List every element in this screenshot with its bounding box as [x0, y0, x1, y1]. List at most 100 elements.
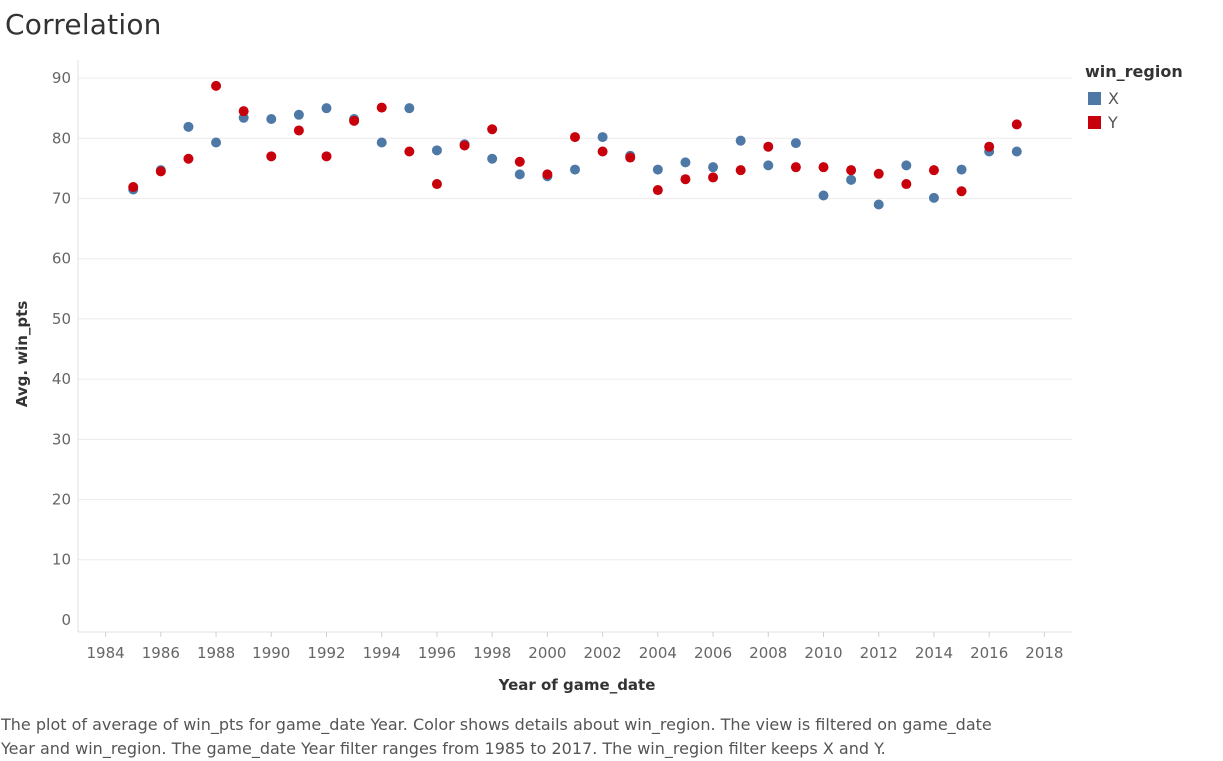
- data-point-x-1990: [266, 114, 277, 125]
- data-point-y-2017: [1011, 119, 1022, 130]
- legend-swatch-x: [1088, 91, 1101, 105]
- data-point-y-2005: [680, 174, 691, 185]
- legend-swatch-y: [1088, 115, 1101, 129]
- y-tick-label: 20: [52, 491, 71, 509]
- x-tick-label: 1992: [307, 644, 345, 662]
- data-point-x-2008: [763, 160, 774, 171]
- data-point-x-1995: [404, 103, 415, 114]
- legend: win_region X Y: [1085, 62, 1183, 134]
- x-tick-label: 2002: [584, 644, 622, 662]
- data-point-y-1989: [238, 106, 249, 117]
- chart-title: Correlation: [5, 8, 162, 41]
- y-tick-label: 60: [52, 250, 71, 268]
- data-point-y-2012: [873, 168, 884, 179]
- data-point-y-2001: [570, 132, 580, 143]
- data-point-x-1988: [211, 137, 222, 148]
- data-point-x-2006: [708, 162, 719, 173]
- x-tick-label: 1988: [197, 644, 235, 662]
- data-point-x-1996: [431, 145, 442, 156]
- data-point-x-1987: [183, 121, 194, 132]
- legend-item-x[interactable]: X: [1085, 86, 1183, 110]
- data-point-y-1986: [155, 166, 166, 177]
- data-point-y-1988: [211, 80, 222, 91]
- legend-title: win_region: [1085, 62, 1183, 81]
- data-point-x-1991: [293, 109, 304, 120]
- legend-item-y[interactable]: Y: [1085, 110, 1183, 134]
- data-point-y-2003: [625, 152, 636, 163]
- chart-caption: The plot of average of win_pts for game_…: [1, 713, 1201, 761]
- data-point-y-1998: [487, 124, 498, 135]
- data-point-x-2005: [680, 157, 691, 168]
- y-tick-label: 70: [52, 189, 71, 207]
- x-tick-label: 2010: [804, 644, 842, 662]
- data-point-y-2008: [763, 141, 774, 152]
- data-point-x-1992: [321, 103, 332, 114]
- data-point-y-1999: [514, 156, 525, 167]
- data-point-y-2000: [542, 169, 553, 180]
- data-point-x-2017: [1011, 146, 1022, 157]
- data-point-x-1994: [376, 137, 387, 148]
- x-tick-label: 2006: [694, 644, 732, 662]
- data-point-x-2004: [652, 164, 663, 175]
- data-point-y-1992: [321, 151, 332, 162]
- data-point-y-1994: [376, 102, 387, 113]
- x-tick-label: 2018: [1025, 644, 1063, 662]
- y-tick-label: 10: [52, 551, 71, 569]
- data-point-x-2002: [597, 132, 608, 143]
- x-tick-label: 1986: [142, 644, 180, 662]
- x-tick-label: 1996: [418, 644, 456, 662]
- data-point-y-1987: [183, 153, 194, 164]
- x-tick-label: 1990: [252, 644, 290, 662]
- x-tick-label: 2012: [860, 644, 898, 662]
- data-point-x-2013: [901, 160, 912, 171]
- data-point-y-2002: [597, 146, 608, 157]
- data-point-y-2007: [735, 165, 746, 176]
- data-point-y-2006: [708, 172, 719, 183]
- data-point-y-1996: [431, 179, 442, 190]
- data-point-y-1991: [293, 125, 304, 136]
- data-point-x-2011: [846, 174, 857, 185]
- x-tick-label: 1994: [363, 644, 401, 662]
- data-point-y-2013: [901, 179, 912, 190]
- data-point-y-2004: [652, 185, 663, 196]
- x-tick-label: 1998: [473, 644, 511, 662]
- data-point-x-1998: [487, 153, 498, 164]
- data-point-y-1990: [266, 151, 277, 162]
- data-point-y-2011: [846, 165, 857, 176]
- data-point-x-2009: [790, 138, 801, 149]
- data-point-x-2012: [873, 199, 884, 210]
- y-tick-label: 90: [52, 69, 71, 87]
- data-point-x-1999: [514, 169, 525, 180]
- data-point-y-2015: [956, 186, 967, 197]
- y-tick-label: 50: [52, 310, 71, 328]
- data-point-x-2015: [956, 164, 967, 175]
- data-point-y-2009: [790, 162, 801, 173]
- x-tick-label: 2014: [915, 644, 953, 662]
- x-axis-title: Year of game_date: [498, 676, 656, 694]
- data-point-y-2016: [984, 141, 995, 152]
- x-tick-label: 2000: [528, 644, 566, 662]
- x-tick-label: 2004: [639, 644, 677, 662]
- y-tick-label: 0: [61, 611, 71, 629]
- data-point-y-1985: [128, 182, 139, 193]
- y-axis-title: Avg. win_pts: [13, 301, 31, 408]
- legend-label-y: Y: [1108, 112, 1118, 132]
- data-point-y-1995: [404, 146, 415, 157]
- x-tick-label: 2008: [749, 644, 787, 662]
- data-point-x-2014: [928, 192, 939, 203]
- x-tick-label: 2016: [970, 644, 1008, 662]
- data-point-y-2010: [818, 162, 829, 173]
- data-point-x-2001: [570, 164, 580, 175]
- y-tick-label: 30: [52, 430, 71, 448]
- data-point-y-1993: [349, 115, 360, 126]
- y-tick-label: 40: [52, 370, 71, 388]
- x-tick-label: 1984: [87, 644, 125, 662]
- caption-line-1: The plot of average of win_pts for game_…: [1, 715, 992, 734]
- data-point-y-2014: [928, 165, 939, 176]
- y-tick-label: 80: [52, 129, 71, 147]
- legend-label-x: X: [1108, 88, 1119, 108]
- data-point-x-2010: [818, 190, 829, 201]
- data-point-x-2007: [735, 135, 746, 146]
- data-point-y-1997: [459, 140, 470, 151]
